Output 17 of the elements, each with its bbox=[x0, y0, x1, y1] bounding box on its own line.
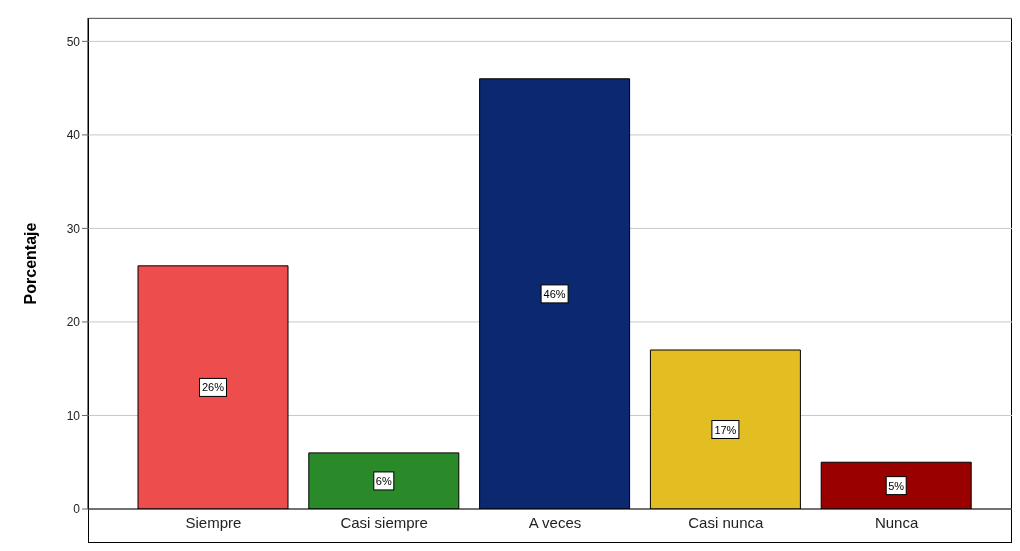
data-label: 6% bbox=[375, 474, 392, 487]
y-tick-label: 0 bbox=[73, 502, 81, 517]
y-tick-label: 40 bbox=[66, 128, 81, 143]
x-tick-label: Casi nunca bbox=[688, 513, 764, 531]
data-label: 5% bbox=[888, 479, 905, 492]
x-tick-label: A veces bbox=[528, 513, 582, 531]
y-tick-label: 50 bbox=[66, 34, 81, 49]
y-axis-title: Porcentaje bbox=[21, 222, 39, 305]
data-label: 26% bbox=[201, 381, 225, 394]
x-tick-label: Casi siempre bbox=[340, 513, 428, 531]
y-tick-label: 20 bbox=[66, 315, 81, 330]
x-tick-label: Nunca bbox=[874, 513, 919, 531]
x-tick-label: Siempre bbox=[185, 513, 242, 531]
y-tick-label: 10 bbox=[66, 408, 81, 423]
data-label: 46% bbox=[543, 287, 566, 300]
y-tick-label: 30 bbox=[66, 221, 81, 236]
data-label: 17% bbox=[714, 423, 737, 436]
